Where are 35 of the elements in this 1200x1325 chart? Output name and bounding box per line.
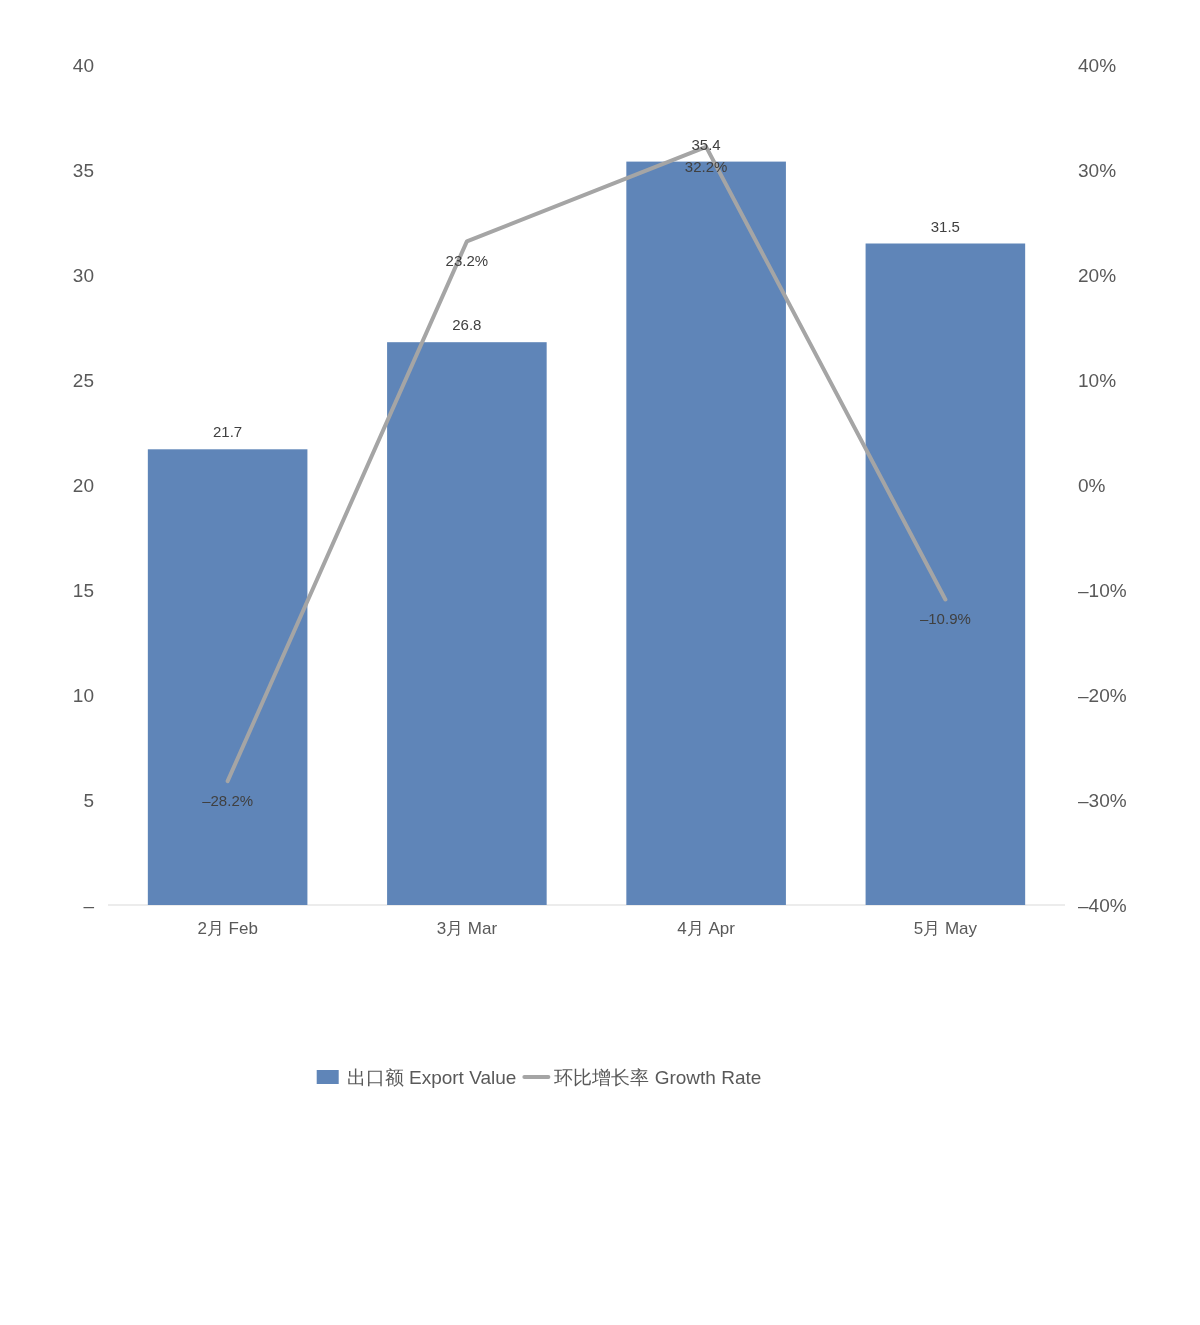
data-label: –10.9% [919,610,971,628]
bar [626,161,786,905]
x-tick-label: 3月 Mar [436,919,498,938]
y2-tick-label: 30% [1078,160,1117,181]
y2-tick-label: 40% [1078,55,1117,76]
y-tick-label: 35 [72,160,94,181]
legend-label: 环比增长率 Growth Rate [554,1067,762,1088]
y2-tick-label: –10% [1078,580,1127,601]
y2-tick-label: 0% [1078,475,1106,496]
data-label: 21.7 [213,423,243,441]
bar [387,342,547,905]
y-tick-label: 10 [72,685,94,706]
y2-tick-label: –20% [1078,685,1127,706]
y-tick-label: 15 [72,580,94,601]
x-tick-label: 2月 Feb [197,919,258,938]
x-tick-label: 4月 Apr [677,919,736,938]
data-label: 23.2% [445,252,489,270]
y-tick-label: 5 [83,790,94,811]
data-label: –28.2% [202,792,254,810]
data-label: 31.5 [930,217,960,235]
x-tick-label: 5月 May [913,919,978,938]
y2-tick-label: 10% [1078,370,1117,391]
y-tick-label: – [83,895,95,916]
legend-label: 出口额 Export Value [346,1067,517,1088]
y2-tick-label: –40% [1078,895,1127,916]
y-tick-label: 40 [72,55,94,76]
y-tick-label: 25 [72,370,94,391]
y-tick-label: 30 [72,265,94,286]
y-tick-label: 20 [72,475,94,496]
y2-tick-label: –30% [1078,790,1127,811]
bar [147,449,308,905]
y2-tick-label: 20% [1078,265,1117,286]
bar [865,243,1026,905]
data-label: 35.4 [691,135,721,153]
data-label: 26.8 [452,316,482,334]
